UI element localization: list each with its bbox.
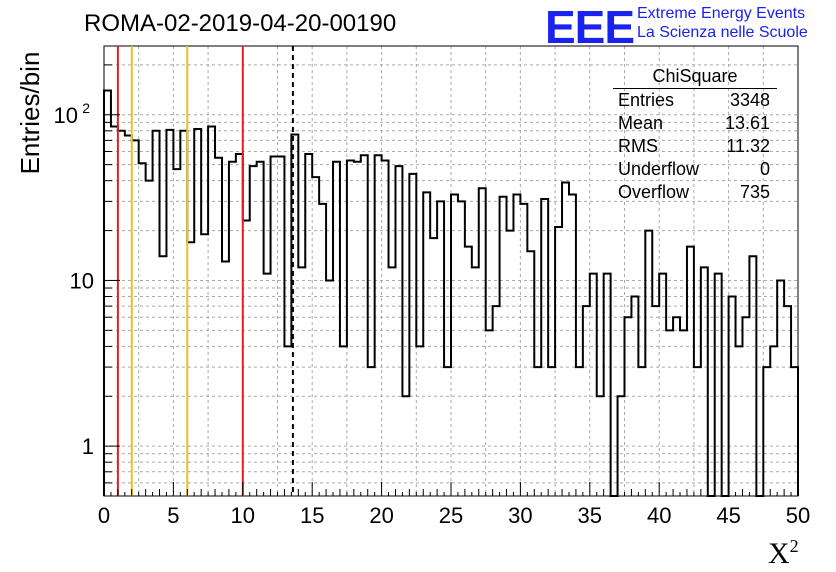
x-tick-label: 15 (300, 503, 324, 528)
stats-label: Underflow (618, 159, 700, 179)
y-tick-label: 10 (70, 268, 94, 293)
logo-line-2: La Scienza nelle Scuole (637, 24, 808, 41)
x-tick-label: 35 (578, 503, 602, 528)
stats-value: 13.61 (724, 113, 770, 133)
x-tick-label: 10 (231, 503, 255, 528)
x-tick-label: 40 (647, 503, 671, 528)
x-tick-label: 0 (98, 503, 110, 528)
stats-value: 735 (739, 182, 770, 202)
y-tick-label: 10 (54, 103, 78, 128)
y-tick-label-sup: 2 (82, 100, 90, 116)
logo-text: Extreme Energy Events La Scienza nelle S… (637, 4, 808, 42)
x-axis-label-sup: 2 (789, 536, 799, 556)
stats-label: Overflow (618, 182, 690, 202)
x-tick-label: 5 (167, 503, 179, 528)
stats-row: RMS 11.32 (613, 135, 777, 158)
x-axis-label-main: X (768, 537, 790, 570)
x-tick-label: 50 (786, 503, 810, 528)
x-tick-label: 20 (369, 503, 393, 528)
stats-box: ChiSquare Entries 3348 Mean 13.61 RMS 11.32… (613, 66, 777, 204)
stats-value: 3348 (729, 90, 770, 110)
y-axis-label: Entries/bin (15, 51, 45, 175)
stats-value: 11.32 (726, 136, 770, 156)
eee-logo: EEE (545, 1, 635, 53)
x-tick-label: 30 (508, 503, 532, 528)
stats-label: Mean (618, 113, 664, 133)
x-axis-label: X2 (768, 536, 799, 571)
stats-label: Entries (618, 90, 675, 110)
stats-header: ChiSquare (613, 66, 777, 89)
logo-line-1: Extreme Energy Events (637, 5, 806, 22)
stats-row: Entries 3348 (613, 89, 777, 112)
chart-title: ROMA-02-2019-04-20-00190 (84, 10, 397, 37)
x-tick-label: 45 (716, 503, 740, 528)
stats-value: 0 (759, 159, 770, 179)
x-tick-label: 25 (439, 503, 463, 528)
stats-row: Mean 13.61 (613, 112, 777, 135)
y-tick-label: 1 (82, 434, 94, 459)
histogram-series (103, 89, 799, 497)
stats-row: Overflow 735 (613, 181, 777, 204)
stats-row: Underflow 0 (613, 158, 777, 181)
stats-label: RMS (618, 136, 658, 156)
